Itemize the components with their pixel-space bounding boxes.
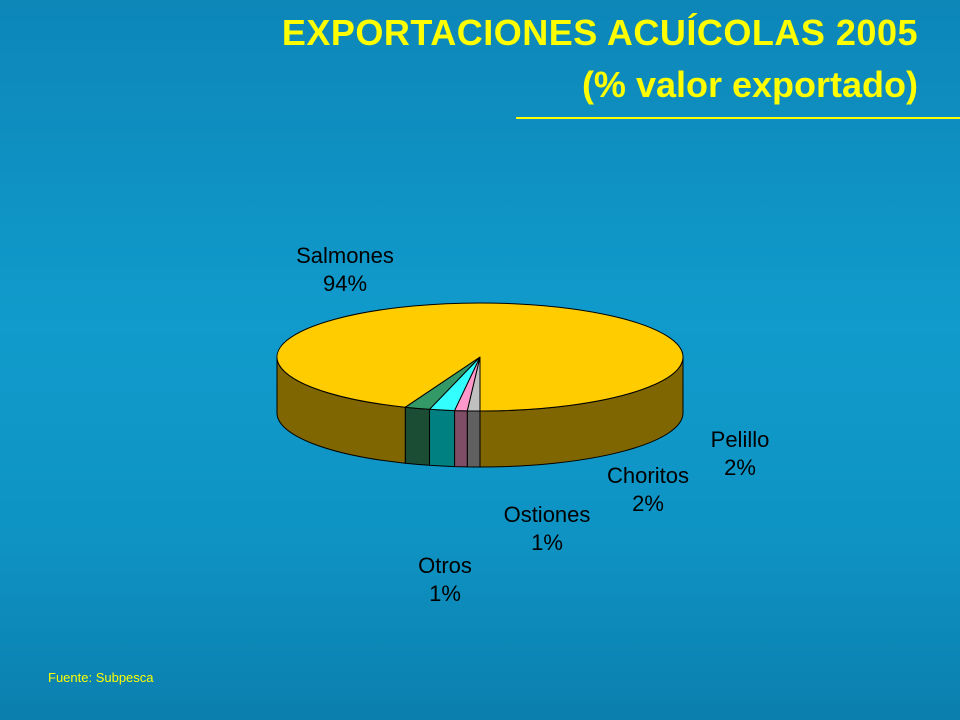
label-pelillo-value: 2% [724, 455, 756, 480]
label-pelillo-name: Pelillo [710, 427, 770, 452]
label-salmones-name: Salmones [296, 243, 394, 268]
pie-side-pelillo [404, 406, 431, 466]
label-ostiones-name: Ostiones [503, 502, 591, 527]
label-salmones: Salmones 94% [280, 242, 410, 298]
label-pelillo: Pelillo 2% [692, 426, 788, 482]
pie-side-choritos [429, 408, 456, 468]
label-otros-value: 1% [429, 581, 461, 606]
page-title: EXPORTACIONES ACUÍCOLAS 2005 [281, 12, 918, 53]
label-ostiones: Ostiones 1% [488, 501, 606, 557]
pie-side-otros [466, 410, 481, 468]
title-underline [516, 117, 960, 119]
label-salmones-value: 94% [322, 271, 368, 296]
label-otros: Otros 1% [395, 552, 495, 608]
label-choritos-name: Choritos [607, 463, 689, 488]
label-choritos-value: 2% [632, 491, 664, 516]
label-ostiones-value: 1% [531, 530, 563, 555]
page-subtitle: (% valor exportado) [581, 64, 918, 105]
pie-slice-salmones [276, 302, 684, 412]
label-otros-name: Otros [418, 553, 472, 578]
source-note: Fuente: Subpesca [48, 670, 154, 685]
pie-side-ostiones [454, 410, 468, 468]
label-choritos: Choritos 2% [592, 462, 704, 518]
